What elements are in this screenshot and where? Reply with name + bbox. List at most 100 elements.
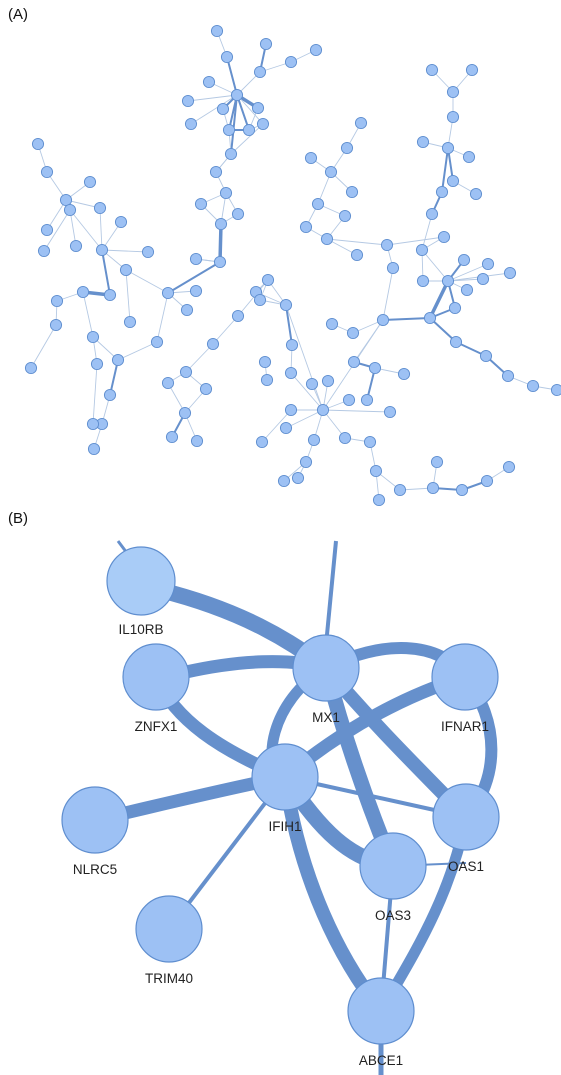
- overview-node: [345, 185, 359, 199]
- overview-node: [324, 165, 338, 179]
- overview-node: [214, 217, 228, 231]
- overview-node: [321, 374, 335, 388]
- overview-node: [526, 379, 540, 393]
- overview-edge: [101, 249, 111, 296]
- overview-node: [446, 85, 460, 99]
- overview-edge: [185, 343, 214, 373]
- overview-node: [441, 141, 455, 155]
- overview-node: [242, 123, 256, 137]
- overview-node: [338, 209, 352, 223]
- overview-node: [111, 353, 125, 367]
- overview-node: [425, 63, 439, 77]
- overview-node: [311, 197, 325, 211]
- node-ifnar1: [431, 643, 499, 711]
- overview-node: [86, 330, 100, 344]
- overview-node: [368, 361, 382, 375]
- overview-edge: [187, 94, 238, 102]
- overview-node: [307, 433, 321, 447]
- overview-node: [222, 123, 236, 137]
- overview-edge: [237, 279, 269, 317]
- overview-node: [202, 75, 216, 89]
- overview-node: [338, 431, 352, 445]
- overview-edge: [290, 372, 324, 411]
- overview-edge: [69, 209, 77, 247]
- overview-edge: [43, 209, 71, 252]
- overview-edge: [30, 324, 57, 369]
- overview-node: [350, 248, 364, 262]
- overview-edge: [382, 317, 431, 321]
- overview-node: [123, 315, 137, 329]
- overview-node: [446, 110, 460, 124]
- overview-node: [31, 137, 45, 151]
- overview-node: [481, 257, 495, 271]
- overview-node: [354, 116, 368, 130]
- overview-node: [376, 313, 390, 327]
- overview-node: [501, 369, 515, 383]
- node-trim40: [135, 895, 203, 963]
- overview-node: [260, 373, 274, 387]
- overview-node: [435, 185, 449, 199]
- overview-node: [86, 417, 100, 431]
- overview-node: [161, 286, 175, 300]
- overview-node: [141, 245, 155, 259]
- overview-node: [284, 55, 298, 69]
- overview-edge: [428, 279, 450, 320]
- overview-edge: [382, 267, 394, 321]
- overview-node: [360, 393, 374, 407]
- overview-node: [425, 207, 439, 221]
- overview-node: [309, 43, 323, 57]
- overview-edge: [236, 94, 250, 131]
- overview-node: [416, 274, 430, 288]
- overview-edge: [261, 409, 292, 443]
- label-il10rb: IL10RB: [118, 622, 163, 637]
- overview-node: [448, 301, 462, 315]
- overview-node: [181, 94, 195, 108]
- overview-node: [291, 471, 305, 485]
- overview-node: [304, 151, 318, 165]
- overview-node: [93, 201, 107, 215]
- overview-node: [206, 337, 220, 351]
- overview-node: [258, 355, 272, 369]
- overview-edge: [285, 304, 324, 411]
- overview-node: [189, 284, 203, 298]
- overview-node: [210, 24, 224, 38]
- overview-node: [259, 37, 273, 51]
- overview-node: [190, 434, 204, 448]
- overview-node: [63, 203, 77, 217]
- overview-edge: [421, 213, 433, 251]
- overview-edge: [421, 249, 449, 282]
- overview-node: [103, 388, 117, 402]
- overview-node: [372, 493, 386, 507]
- node-oas3: [359, 832, 427, 900]
- overview-node: [87, 442, 101, 456]
- overview-node: [255, 435, 269, 449]
- overview-node: [224, 147, 238, 161]
- overview-node: [284, 366, 298, 380]
- overview-node: [340, 141, 354, 155]
- overview-node: [24, 361, 38, 375]
- label-ifnar1: IFNAR1: [441, 719, 489, 734]
- overview-node: [194, 197, 208, 211]
- panel-a-label: (A): [8, 6, 28, 23]
- overview-edge: [386, 236, 445, 246]
- overview-node: [416, 135, 430, 149]
- overview-edge: [285, 304, 293, 346]
- node-znfx1: [122, 643, 190, 711]
- overview-node: [347, 355, 361, 369]
- overview-node: [199, 382, 213, 396]
- overview-node: [465, 63, 479, 77]
- label-ifih1: IFIH1: [268, 819, 301, 834]
- overview-node: [40, 223, 54, 237]
- overview-edge: [212, 315, 239, 345]
- edge-mx1-offscreen: [324, 540, 338, 646]
- overview-node: [457, 253, 471, 267]
- overview-node: [119, 263, 133, 277]
- overview-network: [24, 24, 561, 507]
- node-mx1: [292, 634, 360, 702]
- detail-nodes: IL10RB ZNFX1 MX1 IFNAR1 NLRC5 IFIH1 OAS1 OAS3 TR…: [61, 546, 500, 1068]
- label-mx1: MX1: [312, 710, 340, 725]
- overview-node: [460, 283, 474, 297]
- overview-node: [325, 317, 339, 331]
- label-oas1: OAS1: [448, 859, 484, 874]
